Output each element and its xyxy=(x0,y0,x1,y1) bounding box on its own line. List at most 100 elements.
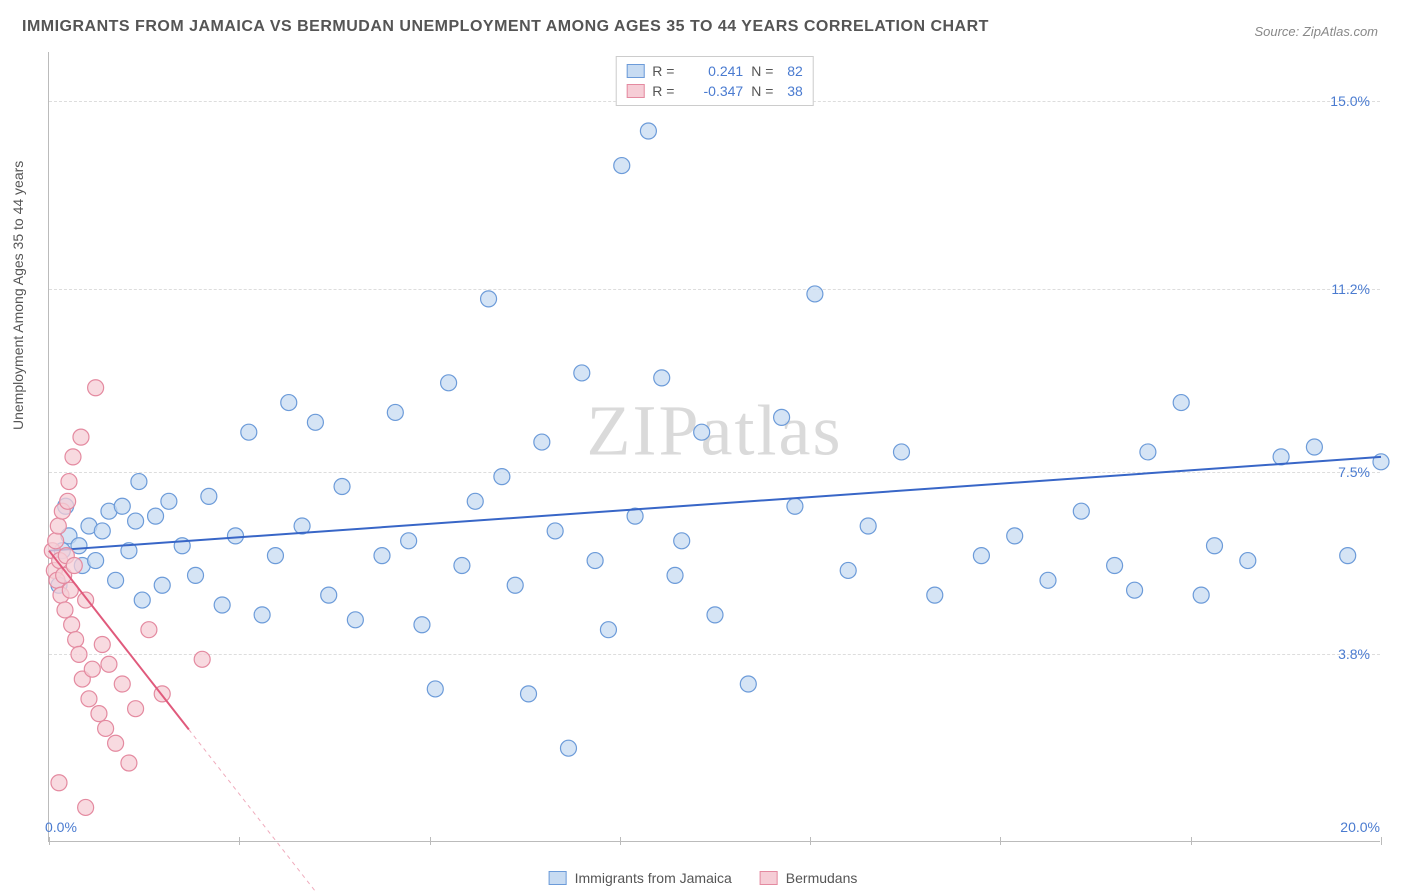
x-tick xyxy=(620,837,621,845)
legend-r-label-1: R = xyxy=(652,63,680,79)
data-point xyxy=(507,577,523,593)
data-point xyxy=(334,479,350,495)
data-point xyxy=(148,508,164,524)
data-point xyxy=(1193,587,1209,603)
data-point xyxy=(51,775,67,791)
legend-row-series-2: R = -0.347 N = 38 xyxy=(626,81,803,101)
data-point xyxy=(640,123,656,139)
data-point xyxy=(401,533,417,549)
correlation-legend: R = 0.241 N = 82 R = -0.347 N = 38 xyxy=(615,56,814,106)
data-point xyxy=(387,404,403,420)
data-point xyxy=(973,548,989,564)
data-point xyxy=(88,553,104,569)
x-axis-min-label: 0.0% xyxy=(45,819,77,835)
legend-n-label-1: N = xyxy=(751,63,779,79)
data-point xyxy=(201,488,217,504)
data-point xyxy=(347,612,363,628)
legend-swatch-2 xyxy=(626,84,644,98)
legend-bottom-swatch-2 xyxy=(760,871,778,885)
legend-bottom-label-2: Bermudans xyxy=(786,870,858,886)
data-point xyxy=(860,518,876,534)
data-point xyxy=(840,562,856,578)
data-point xyxy=(534,434,550,450)
trend-line-dashed xyxy=(189,730,316,892)
data-point xyxy=(374,548,390,564)
data-point xyxy=(57,602,73,618)
data-point xyxy=(73,429,89,445)
data-point xyxy=(740,676,756,692)
data-point xyxy=(521,686,537,702)
data-point xyxy=(1306,439,1322,455)
data-point xyxy=(560,740,576,756)
data-point xyxy=(114,676,130,692)
data-point xyxy=(1107,558,1123,574)
data-point xyxy=(1127,582,1143,598)
data-point xyxy=(1273,449,1289,465)
legend-item-1: Immigrants from Jamaica xyxy=(549,870,732,886)
series-legend: Immigrants from Jamaica Bermudans xyxy=(549,870,858,886)
data-point xyxy=(134,592,150,608)
data-point xyxy=(131,474,147,490)
data-point xyxy=(494,469,510,485)
data-point xyxy=(108,735,124,751)
x-tick xyxy=(1381,837,1382,845)
data-point xyxy=(194,651,210,667)
data-point xyxy=(64,617,80,633)
data-point xyxy=(667,567,683,583)
data-point xyxy=(600,622,616,638)
data-point xyxy=(61,474,77,490)
x-tick xyxy=(1000,837,1001,845)
data-point xyxy=(68,632,84,648)
data-point xyxy=(1007,528,1023,544)
data-point xyxy=(427,681,443,697)
data-point xyxy=(101,656,117,672)
data-point xyxy=(281,395,297,411)
plot-svg xyxy=(49,52,1380,841)
x-tick xyxy=(239,837,240,845)
x-tick xyxy=(810,837,811,845)
source-attribution: Source: ZipAtlas.com xyxy=(1254,24,1378,39)
legend-n-value-2: 38 xyxy=(787,83,803,99)
legend-r-value-1: 0.241 xyxy=(688,63,743,79)
data-point xyxy=(674,533,690,549)
legend-n-value-1: 82 xyxy=(787,63,803,79)
data-point xyxy=(414,617,430,633)
data-point xyxy=(547,523,563,539)
data-point xyxy=(114,498,130,514)
data-point xyxy=(128,701,144,717)
data-point xyxy=(66,558,82,574)
data-point xyxy=(88,380,104,396)
chart-title: IMMIGRANTS FROM JAMAICA VS BERMUDAN UNEM… xyxy=(22,18,989,36)
legend-bottom-label-1: Immigrants from Jamaica xyxy=(575,870,732,886)
data-point xyxy=(321,587,337,603)
data-point xyxy=(91,706,107,722)
data-point xyxy=(454,558,470,574)
y-tick-label: 15.0% xyxy=(1330,93,1370,109)
data-point xyxy=(441,375,457,391)
y-tick-label: 3.8% xyxy=(1338,646,1370,662)
data-point xyxy=(227,528,243,544)
data-point xyxy=(307,414,323,430)
x-axis-max-label: 20.0% xyxy=(1340,819,1380,835)
data-point xyxy=(927,587,943,603)
data-point xyxy=(467,493,483,509)
data-point xyxy=(188,567,204,583)
plot-area: ZIPatlas R = 0.241 N = 82 R = -0.347 N =… xyxy=(48,52,1380,842)
legend-row-series-1: R = 0.241 N = 82 xyxy=(626,61,803,81)
data-point xyxy=(787,498,803,514)
data-point xyxy=(121,755,137,771)
data-point xyxy=(587,553,603,569)
data-point xyxy=(1373,454,1389,470)
legend-r-value-2: -0.347 xyxy=(688,83,743,99)
data-point xyxy=(1140,444,1156,460)
data-point xyxy=(154,577,170,593)
data-point xyxy=(60,493,76,509)
data-point xyxy=(481,291,497,307)
legend-item-2: Bermudans xyxy=(760,870,858,886)
data-point xyxy=(1340,548,1356,564)
x-tick xyxy=(49,837,50,845)
data-point xyxy=(214,597,230,613)
data-point xyxy=(241,424,257,440)
data-point xyxy=(78,799,94,815)
data-point xyxy=(94,523,110,539)
